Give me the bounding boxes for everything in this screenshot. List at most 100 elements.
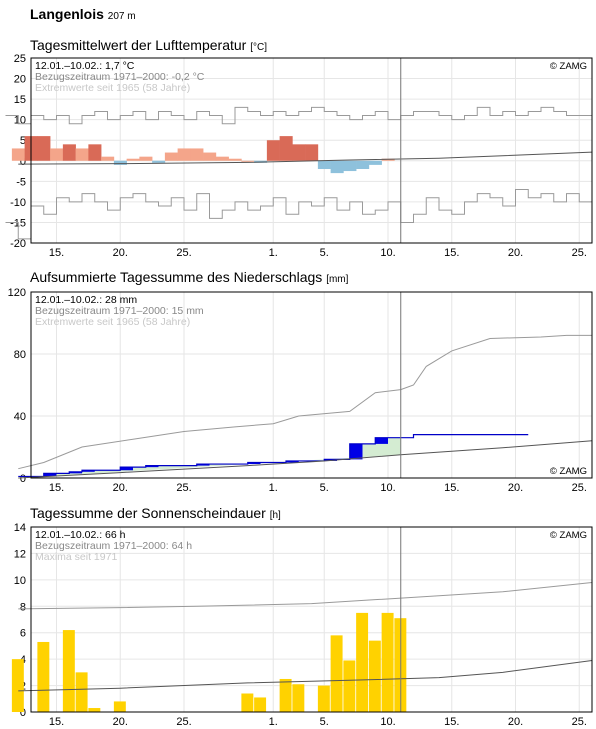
info-extremes: Maxima seit 1971 [35, 551, 117, 563]
temperature-bar [292, 144, 306, 161]
y-tick-label: 0 [20, 707, 26, 719]
y-tick-label: 12 [14, 548, 26, 560]
temperature-bar [139, 156, 153, 161]
station-name: Langenlois [30, 6, 104, 22]
x-tick-label: 15. [444, 716, 459, 728]
temperature-bar [305, 144, 319, 161]
precip-bar [247, 462, 261, 465]
temperature-bar [215, 156, 229, 161]
series-line-actual [18, 434, 529, 478]
precipitation-chart-title: Aufsummierte Tagessumme des Niederschlag… [30, 269, 348, 285]
x-tick-label: 10. [380, 247, 395, 259]
x-tick-label: 20. [508, 716, 523, 728]
series-line-mean [18, 440, 593, 479]
x-tick-label: 1. [269, 716, 278, 728]
x-tick-label: 20. [113, 716, 128, 728]
info-reference: Bezugszeitraum 1971–2000: 15 mm [35, 305, 204, 317]
temperature-bar [11, 148, 25, 161]
copyright-label: © ZAMG [550, 61, 587, 72]
x-tick-label: 15. [444, 247, 459, 259]
x-tick-label: 25. [176, 482, 191, 494]
series-line-max [18, 582, 593, 610]
temperature-bar [88, 144, 102, 161]
sunshine-bar [292, 684, 305, 712]
x-tick-label: 15. [49, 247, 64, 259]
x-tick-label: 10. [380, 716, 395, 728]
series-line-max [5, 106, 592, 125]
temperature-bar [113, 160, 127, 165]
y-tick-label: 10 [14, 575, 26, 587]
sunshine-title-text: Tagessumme der Sonnenscheindauer [30, 505, 266, 521]
y-tick-label: 0 [20, 156, 26, 168]
sunshine-bar [356, 612, 369, 712]
precip-bar [82, 470, 95, 472]
copyright-label: © ZAMG [550, 466, 587, 477]
temperature-bar [368, 160, 382, 165]
precipitation-title-text: Aufsummierte Tagessumme des Niederschlag… [30, 269, 323, 285]
sunshine-bar [279, 678, 292, 712]
temperature-bar [177, 148, 191, 161]
temperature-bar [152, 160, 166, 163]
temperature-chart-title: Tagesmittelwert der Lufttemperatur [°C] [30, 37, 267, 53]
x-tick-label: 25. [572, 482, 587, 494]
x-tick-label: 20. [508, 247, 523, 259]
x-tick-label: 1. [269, 247, 278, 259]
y-tick-label: 5 [20, 135, 26, 147]
series-line-mean [18, 151, 593, 165]
temperature-bar [241, 160, 255, 162]
series-line-min [5, 189, 592, 240]
x-tick-label: 25. [176, 247, 191, 259]
x-tick-label: 5. [320, 482, 329, 494]
y-tick-label: 15 [14, 94, 26, 106]
temperature-bar [343, 160, 357, 172]
y-tick-label: 25 [14, 53, 26, 65]
temperature-bar [37, 136, 51, 161]
sunshine-bar [11, 659, 24, 712]
x-tick-label: 20. [113, 247, 128, 259]
sunshine-bar [88, 708, 101, 712]
sunshine-bar [381, 612, 394, 712]
info-period: 12.01.–10.02.: 1,7 °C [35, 60, 135, 72]
precip-bar [145, 465, 159, 468]
station-header: Langenlois 207 m [30, 6, 136, 22]
temperature-bar [330, 160, 344, 174]
plot-frame [30, 57, 593, 244]
temperature-bar [279, 136, 293, 161]
info-period: 12.01.–10.02.: 28 mm [35, 294, 137, 306]
sunshine-bar [343, 660, 356, 712]
y-tick-label: 6 [20, 628, 26, 640]
y-tick-label: -10 [10, 197, 26, 209]
sunshine-unit: [h] [269, 510, 281, 521]
info-extremes: Extremwerte seit 1965 (58 Jahre) [35, 82, 190, 94]
temperature-bar [164, 152, 178, 161]
plot-frame [30, 291, 593, 479]
temperature-bar [75, 148, 89, 161]
x-tick-label: 25. [572, 716, 587, 728]
info-reference: Bezugszeitraum 1971–2000: 64 h [35, 540, 192, 552]
y-tick-label: -20 [10, 238, 26, 250]
temperature-bar [381, 158, 395, 161]
temperature-bar [356, 160, 370, 169]
y-tick-label: -5 [16, 176, 26, 188]
x-tick-label: 25. [176, 716, 191, 728]
plot-frame [30, 526, 593, 713]
temperature-bar [203, 152, 217, 161]
temperature-bar [228, 158, 242, 161]
precip-bar [120, 467, 133, 471]
x-tick-label: 5. [320, 247, 329, 259]
y-tick-label: 120 [8, 287, 26, 299]
temperature-bar [101, 156, 115, 161]
x-tick-label: 15. [49, 716, 64, 728]
x-tick-label: 15. [444, 482, 459, 494]
sunshine-bar [62, 630, 75, 712]
precip-bar [43, 473, 57, 477]
temperature-bar [126, 158, 140, 161]
y-tick-label: 10 [14, 115, 26, 127]
info-reference: Bezugszeitraum 1971–2000: -0,2 °C [35, 71, 205, 83]
y-tick-label: 0 [20, 473, 26, 485]
sunshine-bar [317, 685, 330, 712]
sunshine-bar [368, 640, 381, 712]
copyright-label: © ZAMG [550, 530, 587, 541]
x-tick-label: 5. [320, 716, 329, 728]
precip-bar [375, 437, 388, 444]
